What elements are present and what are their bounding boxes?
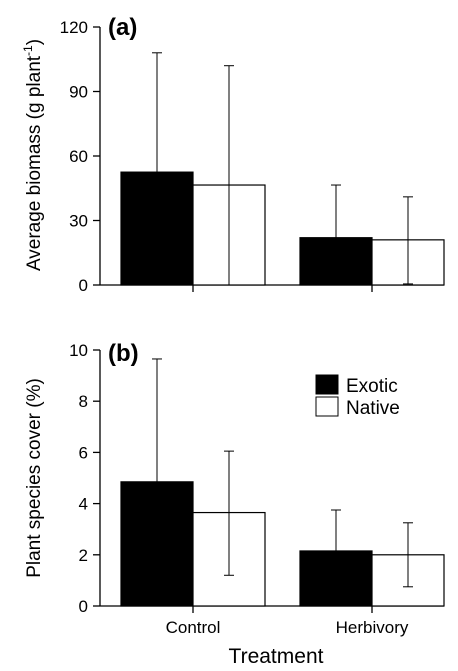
y-tick-label: 0 bbox=[79, 276, 88, 295]
y-tick-label: 60 bbox=[69, 147, 88, 166]
bar-exotic-control bbox=[120, 171, 194, 286]
x-tick-label-control: Control bbox=[166, 618, 221, 637]
y-tick-label: 4 bbox=[79, 495, 88, 514]
panel-b-cover: (b) Plant species cover (%) 0 2 4 6 8 10 Contr… bbox=[24, 340, 445, 637]
x-tick-label-herbivory: Herbivory bbox=[336, 618, 409, 637]
legend: Exotic Native bbox=[315, 374, 400, 419]
panel-b-ylabel: Plant species cover (%) bbox=[24, 378, 45, 578]
y-tick-label: 6 bbox=[79, 443, 88, 462]
panel-a-label: (a) bbox=[108, 14, 137, 41]
y-tick-label: 0 bbox=[79, 597, 88, 616]
y-tick-label: 90 bbox=[69, 83, 88, 102]
legend-swatch-exotic bbox=[315, 374, 339, 395]
bar-exotic-herbivory bbox=[299, 550, 373, 607]
x-axis-title: Treatment bbox=[229, 645, 324, 668]
y-tick-label: 10 bbox=[69, 341, 88, 360]
bar-exotic-herbivory bbox=[299, 237, 373, 286]
y-tick-label: 30 bbox=[69, 212, 88, 231]
panel-a-ylabel: Average biomass (g plant-1) bbox=[21, 39, 45, 271]
bar-exotic-control bbox=[120, 481, 194, 607]
y-tick-label: 120 bbox=[60, 18, 88, 37]
y-tick-label: 2 bbox=[79, 546, 88, 565]
y-tick-label: 8 bbox=[79, 392, 88, 411]
legend-swatch-native bbox=[315, 396, 339, 417]
panel-a-biomass: (a) Average biomass (g plant-1) 0 30 60 90 1… bbox=[21, 14, 445, 295]
panel-b-label: (b) bbox=[108, 340, 139, 367]
legend-label-exotic: Exotic bbox=[346, 376, 398, 397]
legend-label-native: Native bbox=[346, 398, 400, 419]
